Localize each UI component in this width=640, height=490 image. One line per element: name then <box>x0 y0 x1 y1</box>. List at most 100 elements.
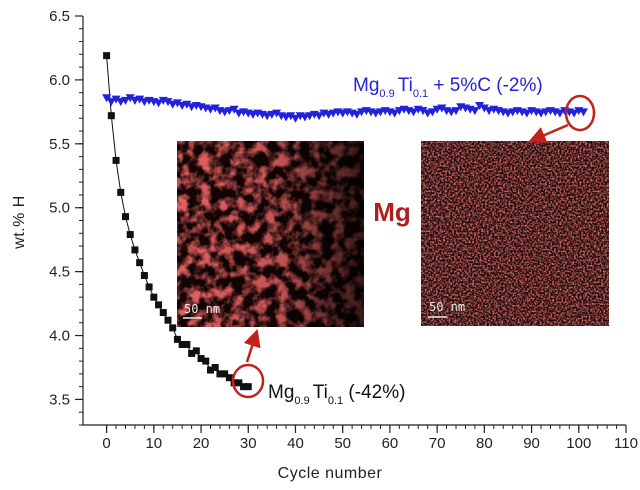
series-points <box>102 52 589 391</box>
data-point-triangle <box>272 109 282 118</box>
data-point-triangle <box>182 100 192 109</box>
series-label-black: Mg0.9 Ti0.1 (-42%) <box>268 382 405 407</box>
data-point-triangle <box>569 109 579 118</box>
data-point-square <box>103 52 111 60</box>
data-point-triangle <box>418 107 428 116</box>
data-point-square <box>173 335 181 343</box>
data-point-triangle <box>135 95 145 104</box>
x-tick-label: 90 <box>523 435 540 452</box>
data-point-square <box>131 246 139 254</box>
micrograph-left: 50 nm <box>177 141 364 327</box>
series-label-blue: Mg0.9 Ti0.1 + 5%C (-2%) <box>353 75 543 100</box>
data-point-square <box>140 271 148 279</box>
y-tick-label: 4.0 <box>49 328 70 345</box>
data-point-square <box>136 259 144 267</box>
data-point-triangle <box>475 101 485 110</box>
series-label-black-sub1: 0.9 <box>294 395 309 407</box>
data-point-triangle <box>427 108 437 117</box>
data-point-triangle <box>555 109 565 118</box>
y-ticks: 3.5 4.0 4.5 5.0 5.5 6.0 6.5 <box>49 8 83 426</box>
callout-arrow-left <box>243 329 261 363</box>
callout-arrow-right <box>528 123 569 144</box>
data-point-triangle <box>352 110 362 119</box>
data-point-triangle <box>409 108 419 117</box>
scalebar-left-label: 50 nm <box>184 302 220 316</box>
data-point-triangle <box>579 108 589 117</box>
data-point-square <box>216 370 224 378</box>
x-tick-label: 40 <box>287 435 304 452</box>
y-tick-label: 5.5 <box>49 136 70 153</box>
data-point-square <box>169 324 177 332</box>
data-point-triangle <box>229 105 239 114</box>
data-point-square <box>145 283 153 291</box>
data-point-square <box>221 370 229 378</box>
series-label-black-sub2: 0.1 <box>328 395 343 407</box>
data-point-square <box>188 349 196 357</box>
x-tick-label: 0 <box>102 435 110 452</box>
x-tick-label: 100 <box>566 435 591 452</box>
data-point-triangle <box>120 96 130 105</box>
y-axis-title: wt.% H <box>11 195 28 250</box>
x-ticks: 0 10 20 30 40 50 60 70 80 90 100 110 <box>102 425 638 452</box>
x-tick-label: 60 <box>382 435 399 452</box>
data-point-square <box>211 363 219 371</box>
data-point-square <box>206 366 214 374</box>
data-point-triangle <box>111 95 121 104</box>
data-point-triangle <box>286 112 296 121</box>
x-tick-label: 20 <box>193 435 210 452</box>
data-point-square <box>235 379 243 387</box>
data-point-triangle <box>106 98 116 107</box>
data-point-square <box>202 357 210 365</box>
x-tick-label: 10 <box>145 435 162 452</box>
data-point-triangle <box>210 104 220 113</box>
data-point-square <box>155 301 163 309</box>
data-point-triangle <box>314 112 324 121</box>
data-point-square <box>183 340 191 348</box>
y-tick-label: 6.5 <box>49 8 70 25</box>
data-point-square <box>107 112 115 120</box>
data-point-triangle <box>470 107 480 116</box>
y-tick-label: 3.5 <box>49 391 70 408</box>
data-point-square <box>192 347 200 355</box>
x-axis-title: Cycle number <box>278 465 383 482</box>
y-tick-label: 4.5 <box>49 264 70 281</box>
x-tick-label: 110 <box>614 435 638 452</box>
series-label-blue-suffix: + 5%C (-2%) <box>428 75 543 96</box>
micrograph-right-texture <box>421 141 609 326</box>
data-point-triangle <box>125 94 135 103</box>
series-label-blue-sub2: 0.1 <box>413 88 428 100</box>
element-label: Mg <box>373 197 411 227</box>
callout-circle-left <box>231 363 265 399</box>
data-point-triangle <box>154 99 164 108</box>
series-label-black-ti: Ti <box>313 382 328 403</box>
data-point-square <box>121 213 129 221</box>
data-point-triangle <box>390 109 400 118</box>
data-point-square <box>225 374 233 382</box>
callout-blue-series <box>528 94 596 144</box>
data-point-square <box>240 383 248 391</box>
data-point-square <box>112 156 120 164</box>
x-tick-label: 50 <box>334 435 351 452</box>
micrograph-left-shade <box>177 141 364 327</box>
scalebar-right-label: 50 nm <box>429 300 465 314</box>
data-point-triangle <box>172 99 182 108</box>
y-tick-label: 5.0 <box>49 200 70 217</box>
series-label-blue-sub1: 0.9 <box>379 88 394 100</box>
data-point-square <box>164 316 172 324</box>
data-point-square <box>150 293 158 301</box>
data-point-triangle <box>451 107 461 116</box>
data-point-triangle <box>163 98 173 107</box>
data-point-triangle <box>479 104 489 113</box>
callout-black-series <box>231 329 265 399</box>
series-label-black-mg: Mg <box>268 382 294 403</box>
y-tick-label: 6.0 <box>49 72 70 89</box>
data-point-square <box>117 188 125 196</box>
data-point-triangle <box>437 104 447 113</box>
data-point-square <box>126 231 134 239</box>
x-tick-label: 30 <box>240 435 257 452</box>
data-point-square <box>197 355 205 363</box>
data-point-triangle <box>102 94 112 103</box>
series-label-black-suffix: (-42%) <box>343 382 405 403</box>
data-point-triangle <box>522 109 532 118</box>
